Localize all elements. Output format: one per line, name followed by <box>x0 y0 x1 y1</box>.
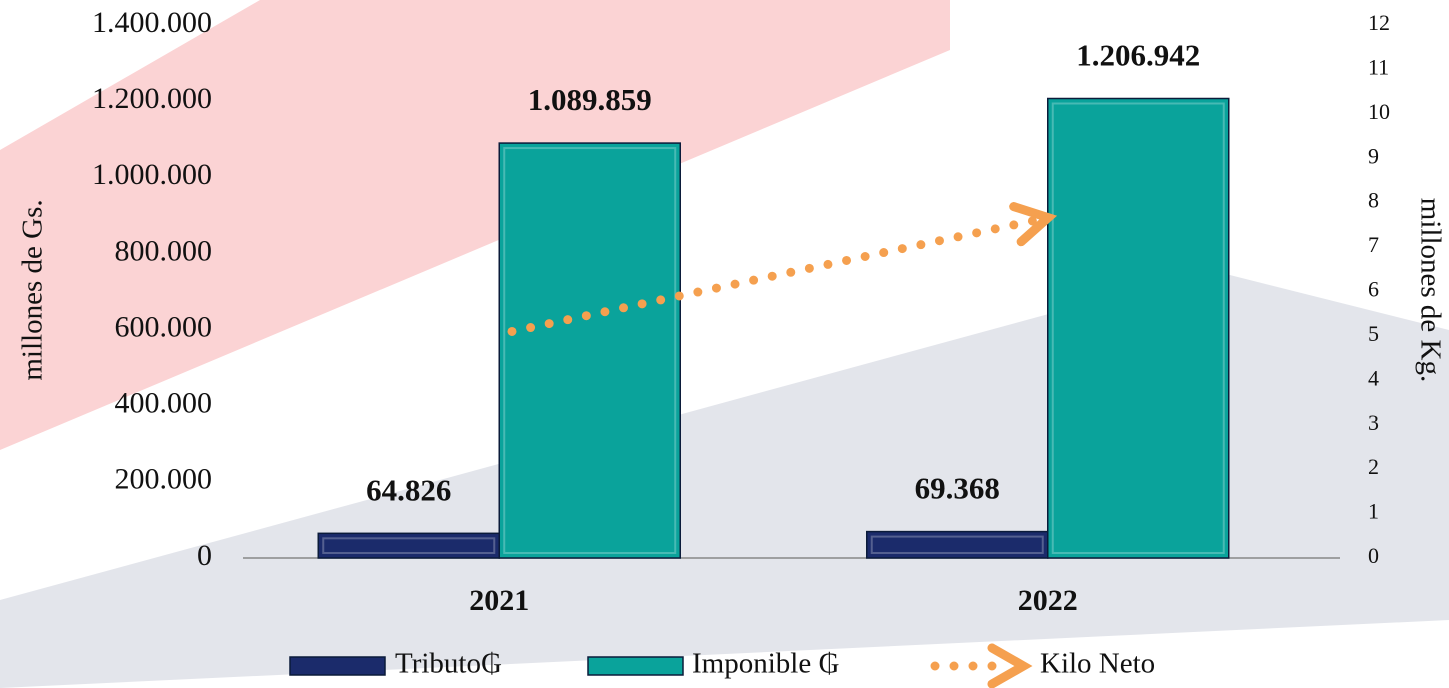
legend-label: Kilo Neto <box>1040 648 1155 680</box>
y2-tick-label: 5 <box>1368 321 1379 346</box>
y-tick-label: 0 <box>197 539 212 572</box>
legend-swatch <box>587 656 684 676</box>
bar <box>1047 97 1230 559</box>
bar-highlight <box>1051 102 1225 554</box>
legend-label: Imponible ₲ <box>692 648 839 680</box>
bar-highlight <box>503 147 677 554</box>
y2-axis-title: millones de Kg. <box>1414 198 1446 382</box>
x-tick-label: 2022 <box>1018 584 1078 617</box>
y2-tick-label: 12 <box>1368 10 1390 35</box>
y2-tick-label: 9 <box>1368 143 1379 168</box>
bar <box>498 142 681 559</box>
y-tick-label: 400.000 <box>115 387 213 420</box>
y2-tick-label: 1 <box>1368 499 1379 524</box>
data-label: 64.826 <box>366 472 451 507</box>
y2-tick-label: 0 <box>1368 543 1379 568</box>
y2-tick-label: 11 <box>1368 54 1389 79</box>
data-label: 69.368 <box>915 471 1000 506</box>
y2-tick-label: 4 <box>1368 365 1379 390</box>
bar-highlight <box>870 535 1044 555</box>
x-tick-label: 2021 <box>469 584 529 617</box>
data-label: 1.206.942 <box>1076 38 1200 73</box>
background-shape <box>0 0 950 450</box>
y2-tick-label: 7 <box>1368 232 1379 257</box>
y2-tick-label: 6 <box>1368 277 1379 302</box>
bar-highlight <box>322 537 496 555</box>
y2-tick-label: 3 <box>1368 410 1379 435</box>
y2-tick-label: 2 <box>1368 454 1379 479</box>
y-tick-label: 1.000.000 <box>92 158 212 191</box>
y2-tick-label: 8 <box>1368 188 1379 213</box>
y-tick-label: 1.400.000 <box>92 6 212 39</box>
bar <box>866 530 1049 559</box>
data-label: 1.089.859 <box>528 82 652 117</box>
y-tick-label: 800.000 <box>115 234 213 267</box>
y2-tick-label: 10 <box>1368 99 1390 124</box>
y-tick-label: 600.000 <box>115 310 213 343</box>
legend-label: Tributo₲ <box>395 648 502 680</box>
line <box>507 202 1058 336</box>
y-tick-label: 1.200.000 <box>92 82 212 115</box>
y-axis-title: millones de Gs. <box>17 199 49 380</box>
legend-swatch <box>289 656 386 676</box>
y-tick-label: 200.000 <box>115 463 213 496</box>
bar <box>317 532 500 559</box>
